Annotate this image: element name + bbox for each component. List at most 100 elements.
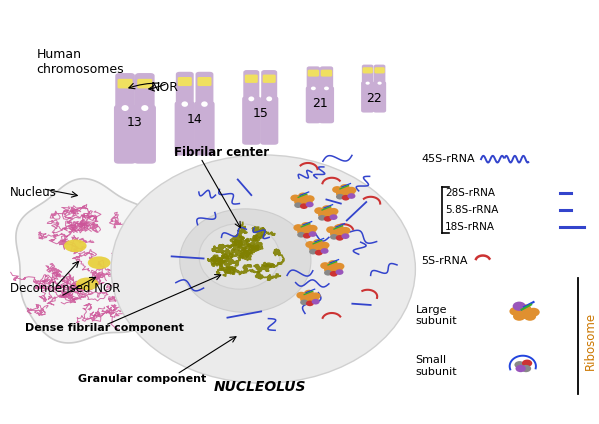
FancyBboxPatch shape bbox=[308, 70, 319, 77]
Circle shape bbox=[320, 242, 329, 249]
Ellipse shape bbox=[111, 155, 415, 383]
Circle shape bbox=[324, 216, 332, 222]
Text: Granular component: Granular component bbox=[78, 374, 207, 384]
Circle shape bbox=[326, 211, 337, 218]
FancyBboxPatch shape bbox=[362, 64, 373, 85]
FancyBboxPatch shape bbox=[198, 77, 211, 86]
Circle shape bbox=[311, 299, 320, 304]
FancyBboxPatch shape bbox=[245, 75, 258, 83]
Circle shape bbox=[516, 365, 526, 372]
Circle shape bbox=[300, 299, 308, 305]
FancyBboxPatch shape bbox=[361, 81, 374, 112]
Text: 14: 14 bbox=[187, 112, 202, 126]
Text: 21: 21 bbox=[312, 97, 328, 110]
Circle shape bbox=[297, 232, 305, 237]
Circle shape bbox=[322, 205, 332, 212]
FancyBboxPatch shape bbox=[263, 75, 276, 83]
Text: Human
chromosomes: Human chromosomes bbox=[37, 48, 124, 76]
Circle shape bbox=[527, 308, 540, 317]
Circle shape bbox=[297, 292, 306, 299]
Circle shape bbox=[330, 271, 338, 276]
Circle shape bbox=[303, 233, 311, 239]
Circle shape bbox=[308, 225, 317, 232]
Text: Small
subunit: Small subunit bbox=[415, 355, 457, 377]
Ellipse shape bbox=[181, 101, 188, 107]
Circle shape bbox=[320, 262, 330, 269]
Circle shape bbox=[329, 208, 338, 215]
Circle shape bbox=[513, 301, 526, 311]
Ellipse shape bbox=[324, 86, 329, 90]
Circle shape bbox=[305, 241, 315, 248]
Text: 5S-rRNA: 5S-rRNA bbox=[421, 256, 468, 265]
Text: 28S-rRNA: 28S-rRNA bbox=[445, 188, 495, 198]
Circle shape bbox=[522, 360, 533, 367]
Circle shape bbox=[300, 204, 308, 209]
FancyBboxPatch shape bbox=[134, 105, 156, 164]
Circle shape bbox=[297, 228, 307, 235]
Circle shape bbox=[509, 307, 522, 316]
Text: 5.8S-rRNA: 5.8S-rRNA bbox=[445, 205, 498, 215]
Ellipse shape bbox=[180, 209, 311, 312]
FancyBboxPatch shape bbox=[117, 79, 132, 89]
Circle shape bbox=[513, 312, 525, 321]
Circle shape bbox=[330, 230, 340, 237]
Text: Ribosome: Ribosome bbox=[583, 312, 597, 370]
Circle shape bbox=[305, 195, 314, 202]
Circle shape bbox=[338, 230, 349, 237]
FancyBboxPatch shape bbox=[178, 77, 192, 86]
Text: Fibrilar center: Fibrilar center bbox=[174, 146, 269, 159]
Circle shape bbox=[335, 235, 344, 241]
Circle shape bbox=[347, 193, 355, 199]
Circle shape bbox=[324, 266, 334, 273]
Ellipse shape bbox=[122, 105, 129, 111]
Circle shape bbox=[309, 249, 317, 254]
Ellipse shape bbox=[141, 105, 149, 111]
Circle shape bbox=[309, 245, 319, 252]
Circle shape bbox=[328, 260, 338, 267]
Circle shape bbox=[321, 210, 331, 217]
Circle shape bbox=[516, 310, 529, 319]
Text: 13: 13 bbox=[127, 117, 143, 129]
Circle shape bbox=[318, 215, 326, 220]
FancyBboxPatch shape bbox=[320, 67, 333, 90]
Circle shape bbox=[333, 229, 343, 236]
FancyBboxPatch shape bbox=[374, 64, 385, 85]
Text: 15: 15 bbox=[252, 107, 268, 120]
Circle shape bbox=[318, 211, 328, 218]
Ellipse shape bbox=[88, 257, 110, 269]
Circle shape bbox=[306, 301, 314, 306]
Text: 22: 22 bbox=[366, 92, 382, 105]
Text: 45S-rRNA: 45S-rRNA bbox=[421, 154, 475, 164]
Circle shape bbox=[340, 227, 350, 234]
Ellipse shape bbox=[377, 81, 382, 85]
Circle shape bbox=[304, 290, 314, 297]
FancyBboxPatch shape bbox=[307, 67, 320, 90]
Circle shape bbox=[336, 194, 344, 200]
FancyBboxPatch shape bbox=[176, 72, 193, 107]
FancyBboxPatch shape bbox=[243, 70, 259, 101]
Ellipse shape bbox=[199, 223, 280, 289]
Circle shape bbox=[320, 248, 329, 254]
Circle shape bbox=[317, 245, 328, 252]
Circle shape bbox=[336, 190, 346, 197]
Circle shape bbox=[524, 312, 536, 321]
Circle shape bbox=[315, 250, 323, 256]
Circle shape bbox=[303, 294, 313, 301]
Circle shape bbox=[346, 187, 356, 194]
Circle shape bbox=[340, 184, 350, 191]
Circle shape bbox=[324, 270, 332, 276]
FancyBboxPatch shape bbox=[242, 96, 261, 145]
Ellipse shape bbox=[365, 81, 370, 85]
Circle shape bbox=[332, 186, 342, 193]
Polygon shape bbox=[16, 179, 181, 343]
Circle shape bbox=[341, 233, 349, 239]
Circle shape bbox=[515, 361, 525, 368]
Ellipse shape bbox=[311, 86, 316, 90]
Circle shape bbox=[300, 296, 310, 303]
Circle shape bbox=[329, 214, 337, 220]
FancyBboxPatch shape bbox=[175, 101, 195, 156]
Text: Dense fibrilar component: Dense fibrilar component bbox=[25, 323, 183, 333]
Circle shape bbox=[519, 304, 531, 313]
FancyBboxPatch shape bbox=[374, 67, 385, 73]
Ellipse shape bbox=[266, 96, 272, 101]
